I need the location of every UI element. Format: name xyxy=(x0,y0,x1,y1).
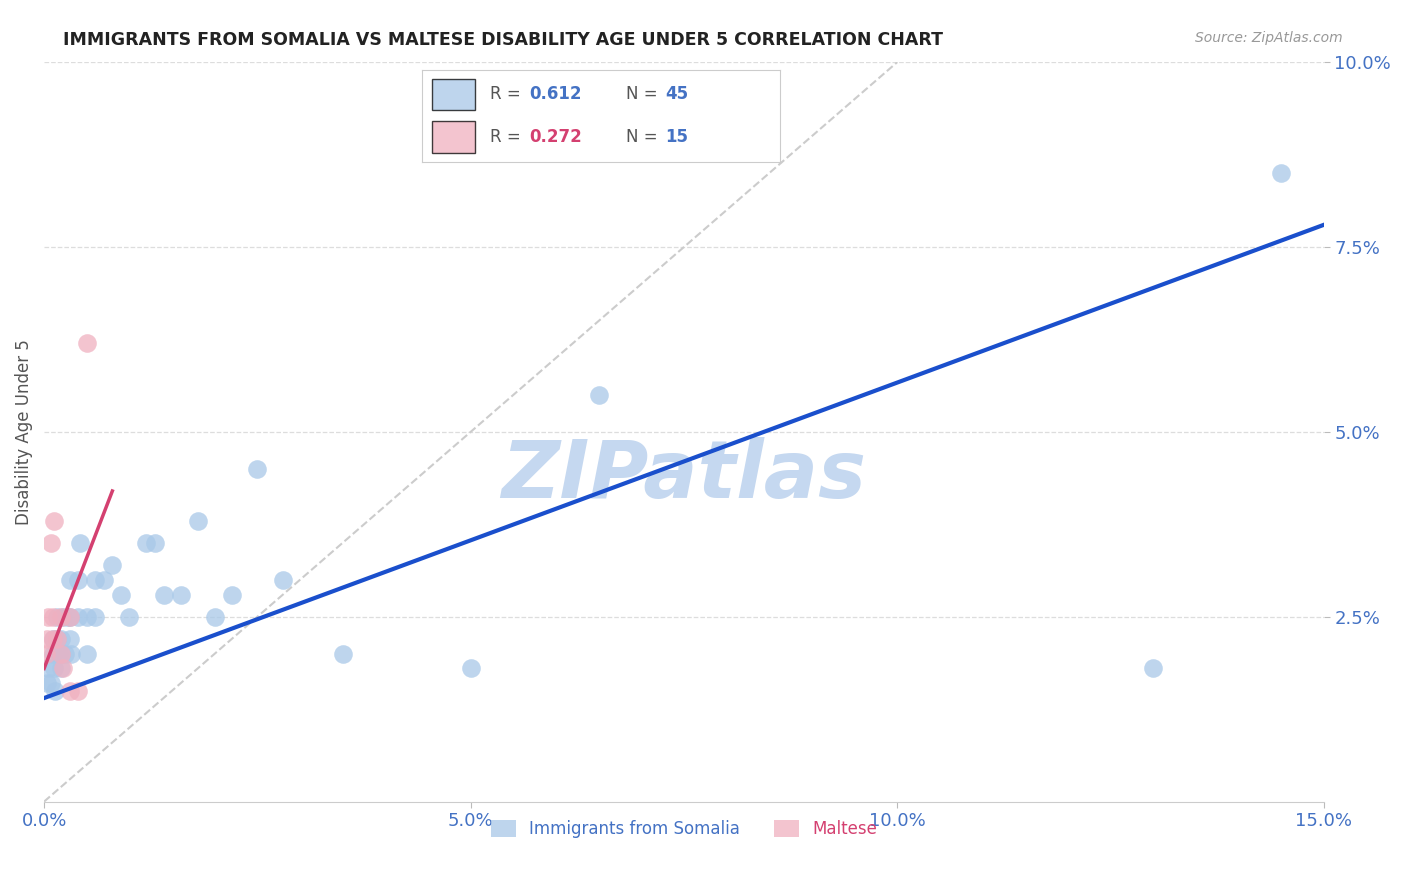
Point xyxy=(187,514,209,528)
Point xyxy=(152,588,174,602)
Point xyxy=(39,676,62,690)
Point xyxy=(60,647,83,661)
Point xyxy=(59,609,82,624)
Point xyxy=(135,535,157,549)
Point xyxy=(45,632,67,646)
Point xyxy=(41,609,63,624)
Point xyxy=(59,683,82,698)
Point xyxy=(1142,661,1164,675)
Point xyxy=(67,573,90,587)
Point xyxy=(39,535,62,549)
Point xyxy=(51,661,73,675)
Point xyxy=(45,632,67,646)
Text: Source: ZipAtlas.com: Source: ZipAtlas.com xyxy=(1195,31,1343,45)
Point xyxy=(44,661,66,675)
Point xyxy=(588,388,610,402)
Point xyxy=(41,632,63,646)
Point xyxy=(51,647,73,661)
Point xyxy=(221,588,243,602)
Point xyxy=(69,535,91,549)
Point xyxy=(67,683,90,698)
Y-axis label: Disability Age Under 5: Disability Age Under 5 xyxy=(15,339,32,524)
Point xyxy=(460,661,482,675)
Point xyxy=(204,609,226,624)
Point xyxy=(51,632,73,646)
Point xyxy=(332,647,354,661)
Point xyxy=(44,683,66,698)
Point xyxy=(101,558,124,572)
Point xyxy=(169,588,191,602)
Point xyxy=(35,647,58,661)
Text: ZIPatlas: ZIPatlas xyxy=(502,437,866,516)
Point xyxy=(44,514,66,528)
Point xyxy=(51,647,73,661)
Point xyxy=(59,573,82,587)
Point xyxy=(48,647,70,661)
Point xyxy=(110,588,132,602)
Point xyxy=(93,573,115,587)
Point xyxy=(246,462,269,476)
Point xyxy=(84,609,107,624)
Point xyxy=(41,632,63,646)
Point xyxy=(271,573,294,587)
Point xyxy=(52,609,75,624)
Point xyxy=(59,609,82,624)
Point xyxy=(143,535,166,549)
Point xyxy=(37,609,59,624)
Point xyxy=(118,609,141,624)
Point xyxy=(76,647,98,661)
Point xyxy=(56,609,79,624)
Legend: Immigrants from Somalia, Maltese: Immigrants from Somalia, Maltese xyxy=(485,814,883,845)
Text: IMMIGRANTS FROM SOMALIA VS MALTESE DISABILITY AGE UNDER 5 CORRELATION CHART: IMMIGRANTS FROM SOMALIA VS MALTESE DISAB… xyxy=(63,31,943,49)
Point xyxy=(55,647,77,661)
Point xyxy=(67,609,90,624)
Point xyxy=(37,661,59,675)
Point xyxy=(45,609,67,624)
Point xyxy=(59,632,82,646)
Point xyxy=(52,661,75,675)
Point xyxy=(84,573,107,587)
Point xyxy=(76,609,98,624)
Point xyxy=(76,336,98,351)
Point xyxy=(51,609,73,624)
Point xyxy=(1270,166,1292,180)
Point xyxy=(41,647,63,661)
Point xyxy=(35,632,58,646)
Point xyxy=(35,676,58,690)
